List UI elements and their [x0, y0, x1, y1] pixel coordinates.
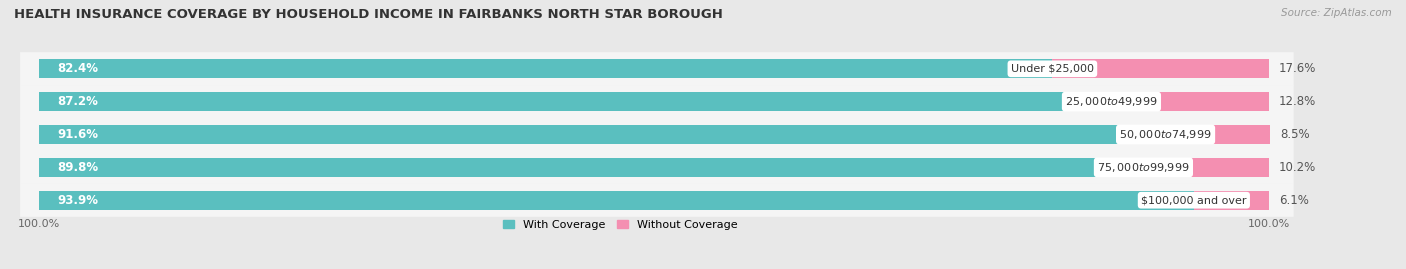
Text: $25,000 to $49,999: $25,000 to $49,999 — [1066, 95, 1157, 108]
Text: HEALTH INSURANCE COVERAGE BY HOUSEHOLD INCOME IN FAIRBANKS NORTH STAR BOROUGH: HEALTH INSURANCE COVERAGE BY HOUSEHOLD I… — [14, 8, 723, 21]
Text: 6.1%: 6.1% — [1279, 194, 1309, 207]
Text: 82.4%: 82.4% — [58, 62, 98, 75]
Text: 8.5%: 8.5% — [1279, 128, 1309, 141]
Text: 17.6%: 17.6% — [1279, 62, 1316, 75]
FancyBboxPatch shape — [20, 184, 1294, 217]
FancyBboxPatch shape — [20, 52, 1294, 85]
Text: $75,000 to $99,999: $75,000 to $99,999 — [1097, 161, 1189, 174]
FancyBboxPatch shape — [20, 151, 1294, 184]
Text: $100,000 and over: $100,000 and over — [1142, 195, 1247, 205]
Text: 100.0%: 100.0% — [17, 219, 60, 229]
Bar — [39, 59, 1052, 78]
Bar — [39, 92, 1111, 111]
Text: 93.9%: 93.9% — [58, 194, 98, 207]
Text: 89.8%: 89.8% — [58, 161, 98, 174]
Text: 10.2%: 10.2% — [1279, 161, 1316, 174]
Text: Under $25,000: Under $25,000 — [1011, 64, 1094, 74]
Legend: With Coverage, Without Coverage: With Coverage, Without Coverage — [499, 215, 742, 234]
Text: 87.2%: 87.2% — [58, 95, 98, 108]
Text: Source: ZipAtlas.com: Source: ZipAtlas.com — [1281, 8, 1392, 18]
Text: 12.8%: 12.8% — [1279, 95, 1316, 108]
Bar — [1111, 92, 1268, 111]
Text: 91.6%: 91.6% — [58, 128, 98, 141]
FancyBboxPatch shape — [20, 85, 1294, 118]
Bar — [1143, 158, 1268, 177]
Bar — [39, 191, 1194, 210]
Bar — [39, 158, 1143, 177]
Bar — [1194, 191, 1268, 210]
FancyBboxPatch shape — [20, 118, 1294, 151]
Bar — [39, 125, 1166, 144]
Text: $50,000 to $74,999: $50,000 to $74,999 — [1119, 128, 1212, 141]
Bar — [1052, 59, 1268, 78]
Text: 100.0%: 100.0% — [1247, 219, 1291, 229]
Bar — [1166, 125, 1270, 144]
